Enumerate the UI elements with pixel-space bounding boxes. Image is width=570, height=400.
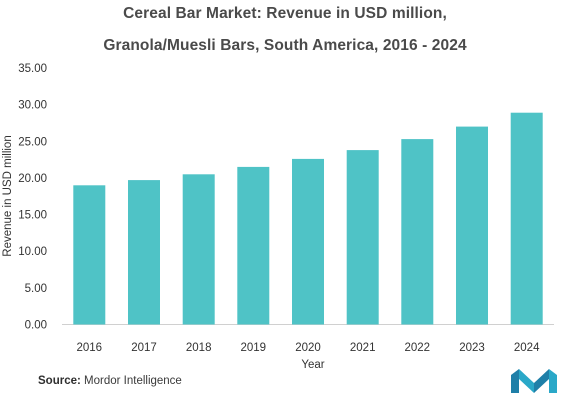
y-tick-label: 15.00 bbox=[18, 210, 47, 222]
bar-2023 bbox=[456, 126, 488, 325]
bar-2016 bbox=[73, 185, 106, 325]
bar-2021 bbox=[346, 150, 379, 325]
source-note: Source: Mordor Intelligence bbox=[38, 375, 182, 387]
x-tick-label: 2019 bbox=[241, 342, 267, 354]
x-tick-label: 2017 bbox=[131, 342, 157, 354]
x-tick-label: 2018 bbox=[186, 342, 212, 354]
chart-title-line2: Granola/Muesli Bars, South America, 2016… bbox=[103, 37, 467, 54]
x-tick-label: 2021 bbox=[350, 342, 376, 354]
bar-2017 bbox=[128, 180, 160, 325]
y-tick-labels: 0.00 5.00 10.00 15.00 20.00 25.00 30.00 35.00 bbox=[18, 63, 47, 332]
y-tick-label: 25.00 bbox=[18, 136, 47, 148]
y-tick-label: 5.00 bbox=[25, 283, 47, 295]
source-label: Source: bbox=[38, 375, 81, 387]
bar-2024 bbox=[510, 112, 543, 325]
x-axis-label: Year bbox=[301, 359, 324, 371]
x-tick-labels: 2016 2017 2018 2019 2020 2021 2022 2023 2024 bbox=[77, 342, 541, 354]
x-tick-label: 2024 bbox=[514, 342, 540, 354]
y-tick-label: 35.00 bbox=[18, 63, 47, 75]
bar-2018 bbox=[182, 174, 215, 325]
bar-2019 bbox=[237, 166, 270, 325]
y-tick-label: 20.00 bbox=[18, 173, 47, 185]
bars bbox=[73, 112, 543, 325]
y-axis-label: Revenue in USD million bbox=[2, 135, 14, 256]
x-tick-label: 2016 bbox=[77, 342, 103, 354]
source-text: Mordor Intelligence bbox=[84, 375, 182, 387]
mordor-intelligence-logo-icon bbox=[511, 369, 557, 393]
bar-2022 bbox=[401, 139, 434, 325]
y-tick-label: 10.00 bbox=[18, 246, 47, 258]
y-tick-label: 30.00 bbox=[18, 100, 47, 112]
chart-title-line1: Cereal Bar Market: Revenue in USD millio… bbox=[123, 5, 447, 22]
x-tick-label: 2020 bbox=[295, 342, 321, 354]
bar-2020 bbox=[292, 158, 324, 325]
y-tick-label: 0.00 bbox=[25, 320, 47, 332]
x-tick-label: 2023 bbox=[459, 342, 485, 354]
x-tick-label: 2022 bbox=[405, 342, 431, 354]
